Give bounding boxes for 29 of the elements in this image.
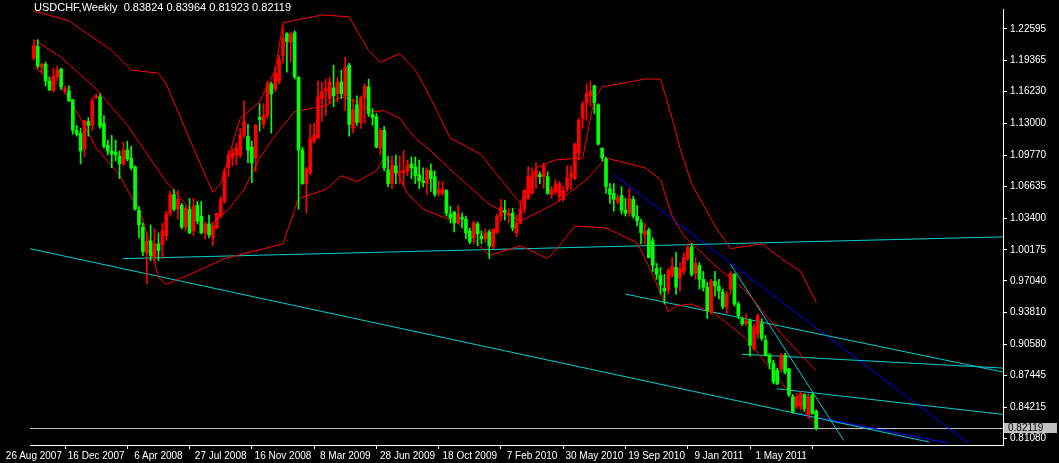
y-tick-label: 1.00175 [1010,243,1047,255]
y-tick-label: 0.81080 [1010,432,1047,444]
y-tick-label: 1.22595 [1010,22,1047,34]
x-tick-label: 6 Apr 2008 [134,449,184,461]
y-tick-label: 0.90580 [1010,338,1047,350]
y-tick-label: 0.97040 [1010,274,1047,286]
x-tick-label: 26 Aug 2007 [5,449,63,461]
y-tick-label: 1.06635 [1010,179,1047,191]
x-tick-label: 27 Jul 2008 [194,449,247,461]
ref-line-label: 0.82119 [1008,421,1044,433]
y-tick-label: 1.19365 [1010,54,1047,66]
x-tick-label: 9 Jan 2011 [694,449,744,461]
x-tick-label: 16 Nov 2008 [254,449,312,461]
y-tick-label: 1.09770 [1010,149,1047,161]
x-tick-label: 7 Feb 2010 [506,449,558,461]
x-tick-label: 18 Oct 2009 [442,449,498,461]
x-tick-label: 28 Jun 2009 [379,449,436,461]
chart-title: USDCHF,Weekly 0.83824 0.83964 0.81923 0.82119 [34,0,292,13]
x-tick-label: 1 May 2011 [755,449,808,461]
y-tick-label: 0.84215 [1010,401,1047,413]
y-tick-label: 0.93810 [1010,306,1047,318]
y-tick-label: 1.03400 [1010,211,1047,223]
x-tick-label: 30 May 2010 [565,449,624,461]
y-tick-label: 0.87445 [1010,369,1047,381]
y-tick-label: 1.13000 [1010,117,1047,129]
y-tick-label: 1.16230 [1010,85,1047,97]
x-tick-label: 16 Dec 2007 [67,449,125,461]
x-tick-label: 8 Mar 2009 [319,449,371,461]
x-tick-label: 19 Sep 2010 [628,449,686,461]
